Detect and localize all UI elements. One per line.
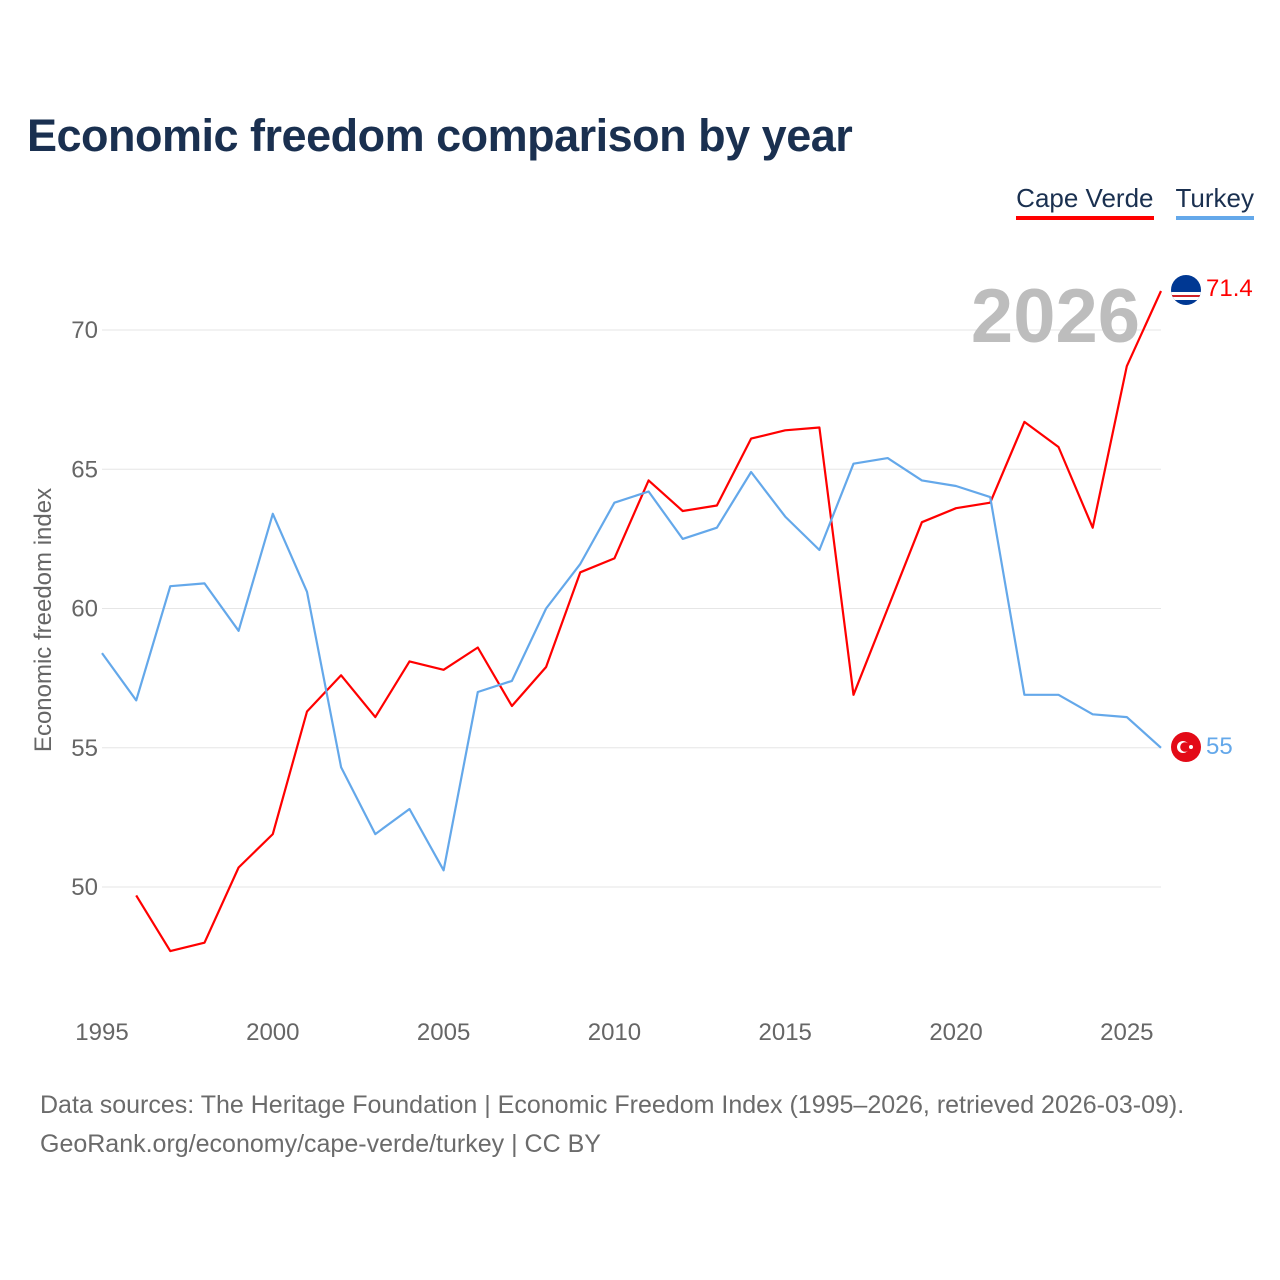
x-tick-label: 2005 [417, 1019, 470, 1046]
data-point[interactable] [849, 690, 859, 700]
data-point[interactable] [199, 938, 209, 948]
data-point[interactable] [439, 665, 449, 675]
data-point[interactable] [541, 662, 551, 672]
data-point[interactable] [302, 587, 312, 597]
data-point[interactable] [165, 946, 175, 956]
data-point[interactable] [507, 676, 517, 686]
data-point[interactable] [1088, 523, 1098, 533]
data-point[interactable] [131, 890, 141, 900]
data-point[interactable] [370, 829, 380, 839]
data-point[interactable] [814, 545, 824, 555]
data-point[interactable] [644, 487, 654, 497]
data-point[interactable] [404, 804, 414, 814]
data-point[interactable] [780, 512, 790, 522]
data-point[interactable] [883, 604, 893, 614]
y-tick-label: 60 [71, 596, 98, 623]
data-point[interactable] [609, 553, 619, 563]
data-point[interactable] [336, 670, 346, 680]
data-point[interactable] [985, 492, 995, 502]
data-point[interactable] [917, 475, 927, 485]
x-tick-label: 2025 [1100, 1019, 1153, 1046]
source-note: Data sources: The Heritage Foundation | … [40, 1091, 1185, 1119]
data-point[interactable] [234, 626, 244, 636]
data-point[interactable] [1088, 709, 1098, 719]
y-tick-label: 65 [71, 456, 98, 483]
x-tick-label: 1995 [75, 1019, 128, 1046]
y-tick-label: 55 [71, 735, 98, 762]
x-tick-label: 2015 [759, 1019, 812, 1046]
data-point[interactable] [234, 863, 244, 873]
data-point[interactable] [541, 604, 551, 614]
data-point[interactable] [97, 648, 107, 658]
data-point[interactable] [165, 581, 175, 591]
chart-title: Economic freedom comparison by year [27, 110, 853, 161]
series-line-cape-verde [135, 290, 1163, 953]
data-point[interactable] [814, 422, 824, 432]
cape-verde-end-label: 71.4 [1206, 275, 1253, 302]
data-point[interactable] [780, 425, 790, 435]
legend: Cape Verde Turkey [1016, 183, 1254, 220]
data-point[interactable] [131, 695, 141, 705]
data-point[interactable] [199, 578, 209, 588]
data-point[interactable] [712, 523, 722, 533]
data-point[interactable] [951, 481, 961, 491]
data-point[interactable] [268, 509, 278, 519]
data-point[interactable] [302, 707, 312, 717]
legend-item-cape-verde[interactable]: Cape Verde [1016, 183, 1154, 220]
turkey-end-label: 55 [1206, 733, 1233, 760]
turkey-flag-icon [1171, 732, 1201, 762]
legend-item-turkey[interactable]: Turkey [1175, 183, 1254, 220]
data-point[interactable] [1019, 690, 1029, 700]
data-point[interactable] [883, 453, 893, 463]
data-point[interactable] [268, 829, 278, 839]
x-tick-label: 2020 [929, 1019, 982, 1046]
data-point[interactable] [507, 701, 517, 711]
y-axis-label: Economic freedom index [30, 488, 57, 752]
data-point[interactable] [1156, 286, 1166, 296]
y-tick-label: 70 [71, 317, 98, 344]
data-point[interactable] [1156, 743, 1166, 753]
data-point[interactable] [473, 687, 483, 697]
data-point[interactable] [473, 642, 483, 652]
data-point[interactable] [644, 475, 654, 485]
footer: Data sources: The Heritage Foundation | … [40, 1086, 1184, 1164]
data-point[interactable] [678, 506, 688, 516]
data-point[interactable] [336, 762, 346, 772]
data-point[interactable] [609, 498, 619, 508]
data-point[interactable] [951, 503, 961, 513]
source-link[interactable]: GeoRank.org/economy/cape-verde/turkey | … [40, 1130, 601, 1158]
data-point[interactable] [439, 865, 449, 875]
year-watermark: 2026 [971, 274, 1140, 359]
x-tick-label: 2000 [246, 1019, 299, 1046]
data-point[interactable] [1054, 690, 1064, 700]
data-point[interactable] [678, 534, 688, 544]
data-point[interactable] [1122, 361, 1132, 371]
data-point[interactable] [1122, 712, 1132, 722]
y-tick-label: 50 [71, 874, 98, 901]
data-point[interactable] [746, 434, 756, 444]
data-point[interactable] [370, 712, 380, 722]
data-point[interactable] [1054, 442, 1064, 452]
x-tick-label: 2010 [588, 1019, 641, 1046]
data-point[interactable] [404, 656, 414, 666]
cape-verde-flag-icon [1171, 275, 1201, 305]
data-point[interactable] [712, 500, 722, 510]
data-point[interactable] [1019, 417, 1029, 427]
data-point[interactable] [917, 517, 927, 527]
series-line-turkey [101, 457, 1162, 872]
data-point[interactable] [746, 467, 756, 477]
data-point[interactable] [575, 559, 585, 569]
data-point[interactable] [849, 459, 859, 469]
